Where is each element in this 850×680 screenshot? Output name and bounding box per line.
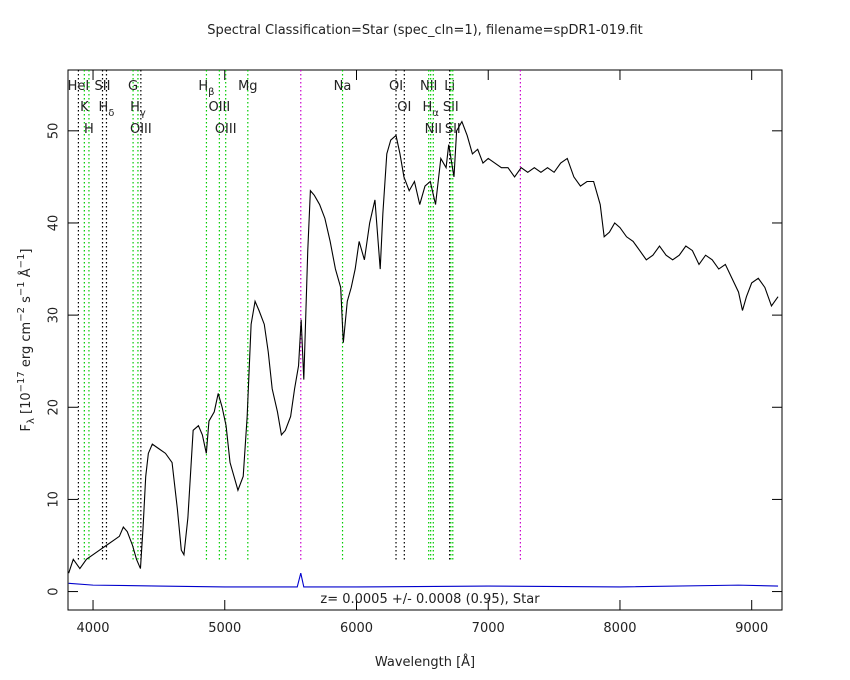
x-tick-label: 9000 bbox=[735, 621, 768, 636]
y-label-part: erg cm bbox=[19, 322, 34, 371]
y-tick-label: 50 bbox=[47, 123, 62, 140]
line-label-sub: δ bbox=[108, 108, 114, 119]
x-tick-label: 4000 bbox=[76, 621, 109, 636]
annotation: z= 0.0005 +/- 0.0008 (0.95), Star bbox=[320, 592, 540, 607]
y-label-part: [10 bbox=[19, 392, 34, 418]
line-label: SII bbox=[95, 79, 111, 94]
y-label-part: Å bbox=[18, 268, 34, 281]
line-label-text: OI bbox=[397, 100, 411, 115]
line-label-sub: γ bbox=[140, 108, 146, 119]
line-label: Hβ bbox=[198, 79, 214, 98]
y-tick-label: 40 bbox=[47, 215, 62, 232]
line-label: Hγ bbox=[130, 100, 146, 119]
line-label-text: H bbox=[84, 122, 94, 137]
spectrum-line bbox=[68, 120, 779, 574]
line-label-text: NII bbox=[420, 79, 437, 94]
line-label-text: OI bbox=[389, 79, 403, 94]
plot-frame bbox=[67, 69, 783, 611]
line-label-text: H bbox=[99, 100, 109, 115]
x-tick-label: 5000 bbox=[208, 621, 241, 636]
line-label: H bbox=[84, 122, 94, 137]
spectrum-line bbox=[68, 573, 779, 588]
line-label: SII bbox=[443, 100, 459, 115]
x-tick-label: 7000 bbox=[472, 621, 505, 636]
line-label: Na bbox=[334, 79, 352, 94]
line-label: SII bbox=[445, 122, 461, 137]
line-label-text: OIII bbox=[130, 122, 152, 137]
line-label-text: SII bbox=[445, 122, 461, 137]
x-tick-label: 8000 bbox=[603, 621, 636, 636]
y-tick-label: 10 bbox=[47, 491, 62, 508]
line-label-text: H bbox=[130, 100, 140, 115]
line-label: OI bbox=[389, 79, 403, 94]
y-label-part: −1 bbox=[16, 254, 27, 269]
line-label-text: Li bbox=[444, 79, 455, 94]
line-label: Li bbox=[444, 79, 455, 94]
line-label-text: NII bbox=[425, 122, 442, 137]
line-label: Hα bbox=[422, 100, 439, 119]
line-label: OIII bbox=[215, 122, 237, 137]
y-tick-label: 20 bbox=[47, 399, 62, 416]
chart-title: Spectral Classification=Star (spec_cln=1… bbox=[207, 23, 643, 38]
line-label: K bbox=[80, 100, 89, 115]
y-label-part: λ bbox=[26, 418, 37, 424]
line-label-text: SII bbox=[95, 79, 111, 94]
y-label-part: −1 bbox=[16, 281, 27, 296]
x-tick-label: 6000 bbox=[340, 621, 373, 636]
y-label-part: −17 bbox=[16, 371, 27, 392]
line-label: OI bbox=[397, 100, 411, 115]
line-label-text: Mg bbox=[238, 79, 257, 94]
y-axis-label: Fλ​ [10−17​ erg cm−2​ s−1​ Å−1​] bbox=[16, 249, 37, 432]
line-label-text: H bbox=[422, 100, 432, 115]
line-label-text: OIII bbox=[215, 122, 237, 137]
line-label-sub: α bbox=[432, 108, 439, 119]
line-label: NII bbox=[420, 79, 437, 94]
y-label-part: s bbox=[19, 296, 34, 307]
y-label-part: F bbox=[19, 424, 34, 431]
line-label: Mg bbox=[238, 79, 257, 94]
line-label: OIII bbox=[208, 100, 230, 115]
y-label-part: ] bbox=[19, 249, 34, 254]
line-label-text: Na bbox=[334, 79, 352, 94]
line-label: NII bbox=[425, 122, 442, 137]
x-axis-label: Wavelength [Å] bbox=[375, 654, 475, 670]
line-label-text: G bbox=[128, 79, 138, 94]
line-label-text: H bbox=[198, 79, 208, 94]
line-label: G bbox=[128, 79, 138, 94]
line-label: Hδ bbox=[99, 100, 115, 119]
line-label-text: OIII bbox=[208, 100, 230, 115]
y-tick-label: 30 bbox=[47, 307, 62, 324]
line-label-sub: β bbox=[208, 87, 214, 98]
line-label-text: SII bbox=[443, 100, 459, 115]
line-label-text: HeI bbox=[68, 79, 90, 94]
y-label-part: −2 bbox=[16, 307, 27, 322]
y-tick-label: 0 bbox=[47, 587, 62, 595]
line-label-text: K bbox=[80, 100, 89, 115]
line-label: HeI bbox=[68, 79, 90, 94]
line-label: OIII bbox=[130, 122, 152, 137]
